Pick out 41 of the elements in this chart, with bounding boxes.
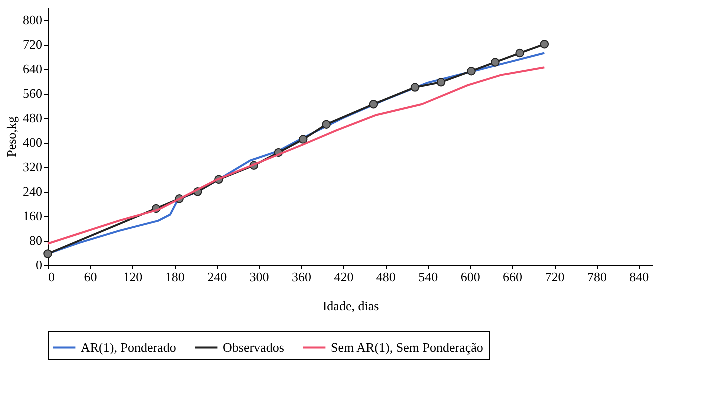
x-tick-label: 180 [165, 270, 185, 284]
y-tick-label: 400 [23, 135, 42, 150]
x-tick-label: 240 [208, 270, 228, 284]
point [436, 78, 446, 87]
y-tick-label: 800 [23, 12, 42, 28]
point [410, 83, 420, 92]
y-tick-label: 160 [23, 208, 42, 224]
x-tick-label: 540 [418, 270, 438, 284]
point [322, 120, 331, 129]
x-tick-label: 60 [84, 270, 98, 284]
x-tick-label: 0 [48, 270, 55, 284]
point [516, 48, 524, 58]
legend-label: Sem AR(1), Sem Ponderação [331, 340, 484, 355]
y-tick-label: 720 [23, 37, 42, 52]
point [369, 100, 378, 109]
x-tick-label: 360 [292, 270, 312, 284]
legend-label: Observados [223, 340, 284, 355]
x-tick-label: 660 [503, 270, 523, 284]
x-tick-label: 840 [630, 270, 650, 284]
point [491, 58, 500, 67]
y-tick-label: 0 [36, 258, 42, 272]
y-tick-label: 640 [23, 62, 42, 77]
point [44, 250, 52, 258]
x-tick-label: 120 [123, 270, 143, 284]
y-tick-label: 560 [23, 86, 42, 102]
y-tick-label: 480 [23, 110, 42, 126]
point [540, 40, 550, 49]
x-tick-label: 420 [334, 270, 354, 284]
x-tick-label: 720 [545, 270, 565, 284]
point [298, 135, 308, 144]
x-tick-label: 480 [376, 270, 396, 284]
x-tick-label: 600 [460, 270, 480, 284]
y-axis-title: Peso,kg [4, 116, 19, 158]
y-tick-label: 80 [30, 233, 42, 248]
point [467, 66, 476, 76]
y-tick-label: 240 [23, 184, 42, 200]
x-tick-label: 780 [587, 270, 607, 284]
x-axis-title: Idade, dias [322, 298, 380, 314]
y-tick-label: 320 [23, 160, 42, 175]
legend-label: AR(1), Ponderado [81, 340, 176, 355]
x-tick-label: 300 [250, 270, 270, 284]
